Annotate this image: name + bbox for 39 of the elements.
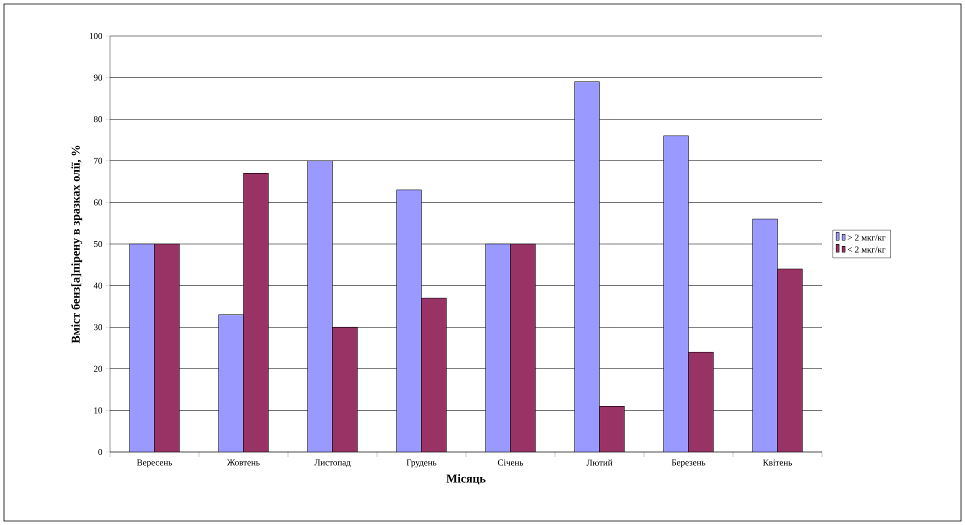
bar bbox=[243, 173, 269, 452]
x-axis-title: Місяць bbox=[446, 474, 486, 485]
x-tick-label: Грудень bbox=[406, 460, 436, 468]
x-tick-label: Жовтень bbox=[227, 460, 260, 466]
y-axis-title: Вміст бенз[а]пірену в зразках олії, % bbox=[71, 146, 82, 344]
x-tick-label: Вересень bbox=[136, 460, 172, 468]
y-tick-label: 90 bbox=[94, 74, 102, 81]
bar bbox=[752, 218, 778, 452]
legend-label: < 2 мкг/кг bbox=[848, 246, 886, 253]
y-tick-label: 10 bbox=[94, 407, 102, 414]
bar bbox=[307, 160, 333, 452]
bar bbox=[396, 190, 422, 452]
bar bbox=[777, 268, 803, 452]
bar bbox=[129, 244, 155, 452]
bar bbox=[421, 298, 447, 452]
bar bbox=[599, 406, 625, 452]
x-tick-label: Січень bbox=[498, 460, 524, 466]
y-tick-label: 20 bbox=[94, 366, 102, 372]
y-tick-label: 60 bbox=[94, 199, 102, 206]
legend-label: > 2 мкг/кг bbox=[848, 234, 886, 241]
y-tick-label: 30 bbox=[94, 324, 102, 330]
x-tick-label: Березень bbox=[672, 460, 706, 468]
bar bbox=[485, 244, 511, 452]
bar bbox=[154, 244, 180, 452]
y-tick-label: 50 bbox=[94, 240, 102, 248]
y-tick-label: 40 bbox=[94, 282, 102, 289]
x-tick-label: Квітень bbox=[763, 460, 792, 466]
bar bbox=[218, 314, 244, 452]
y-tick-label: 70 bbox=[94, 158, 102, 164]
bar bbox=[663, 136, 689, 452]
y-tick-label: 0 bbox=[98, 448, 102, 456]
x-tick-label: Лютий bbox=[586, 460, 612, 466]
y-tick-label: 80 bbox=[94, 116, 102, 122]
x-tick-label: Листопад bbox=[314, 460, 351, 468]
y-tick-label: 100 bbox=[90, 32, 102, 40]
bar bbox=[510, 244, 536, 452]
bar bbox=[332, 326, 358, 452]
bar bbox=[688, 352, 714, 452]
bar bbox=[574, 82, 600, 452]
